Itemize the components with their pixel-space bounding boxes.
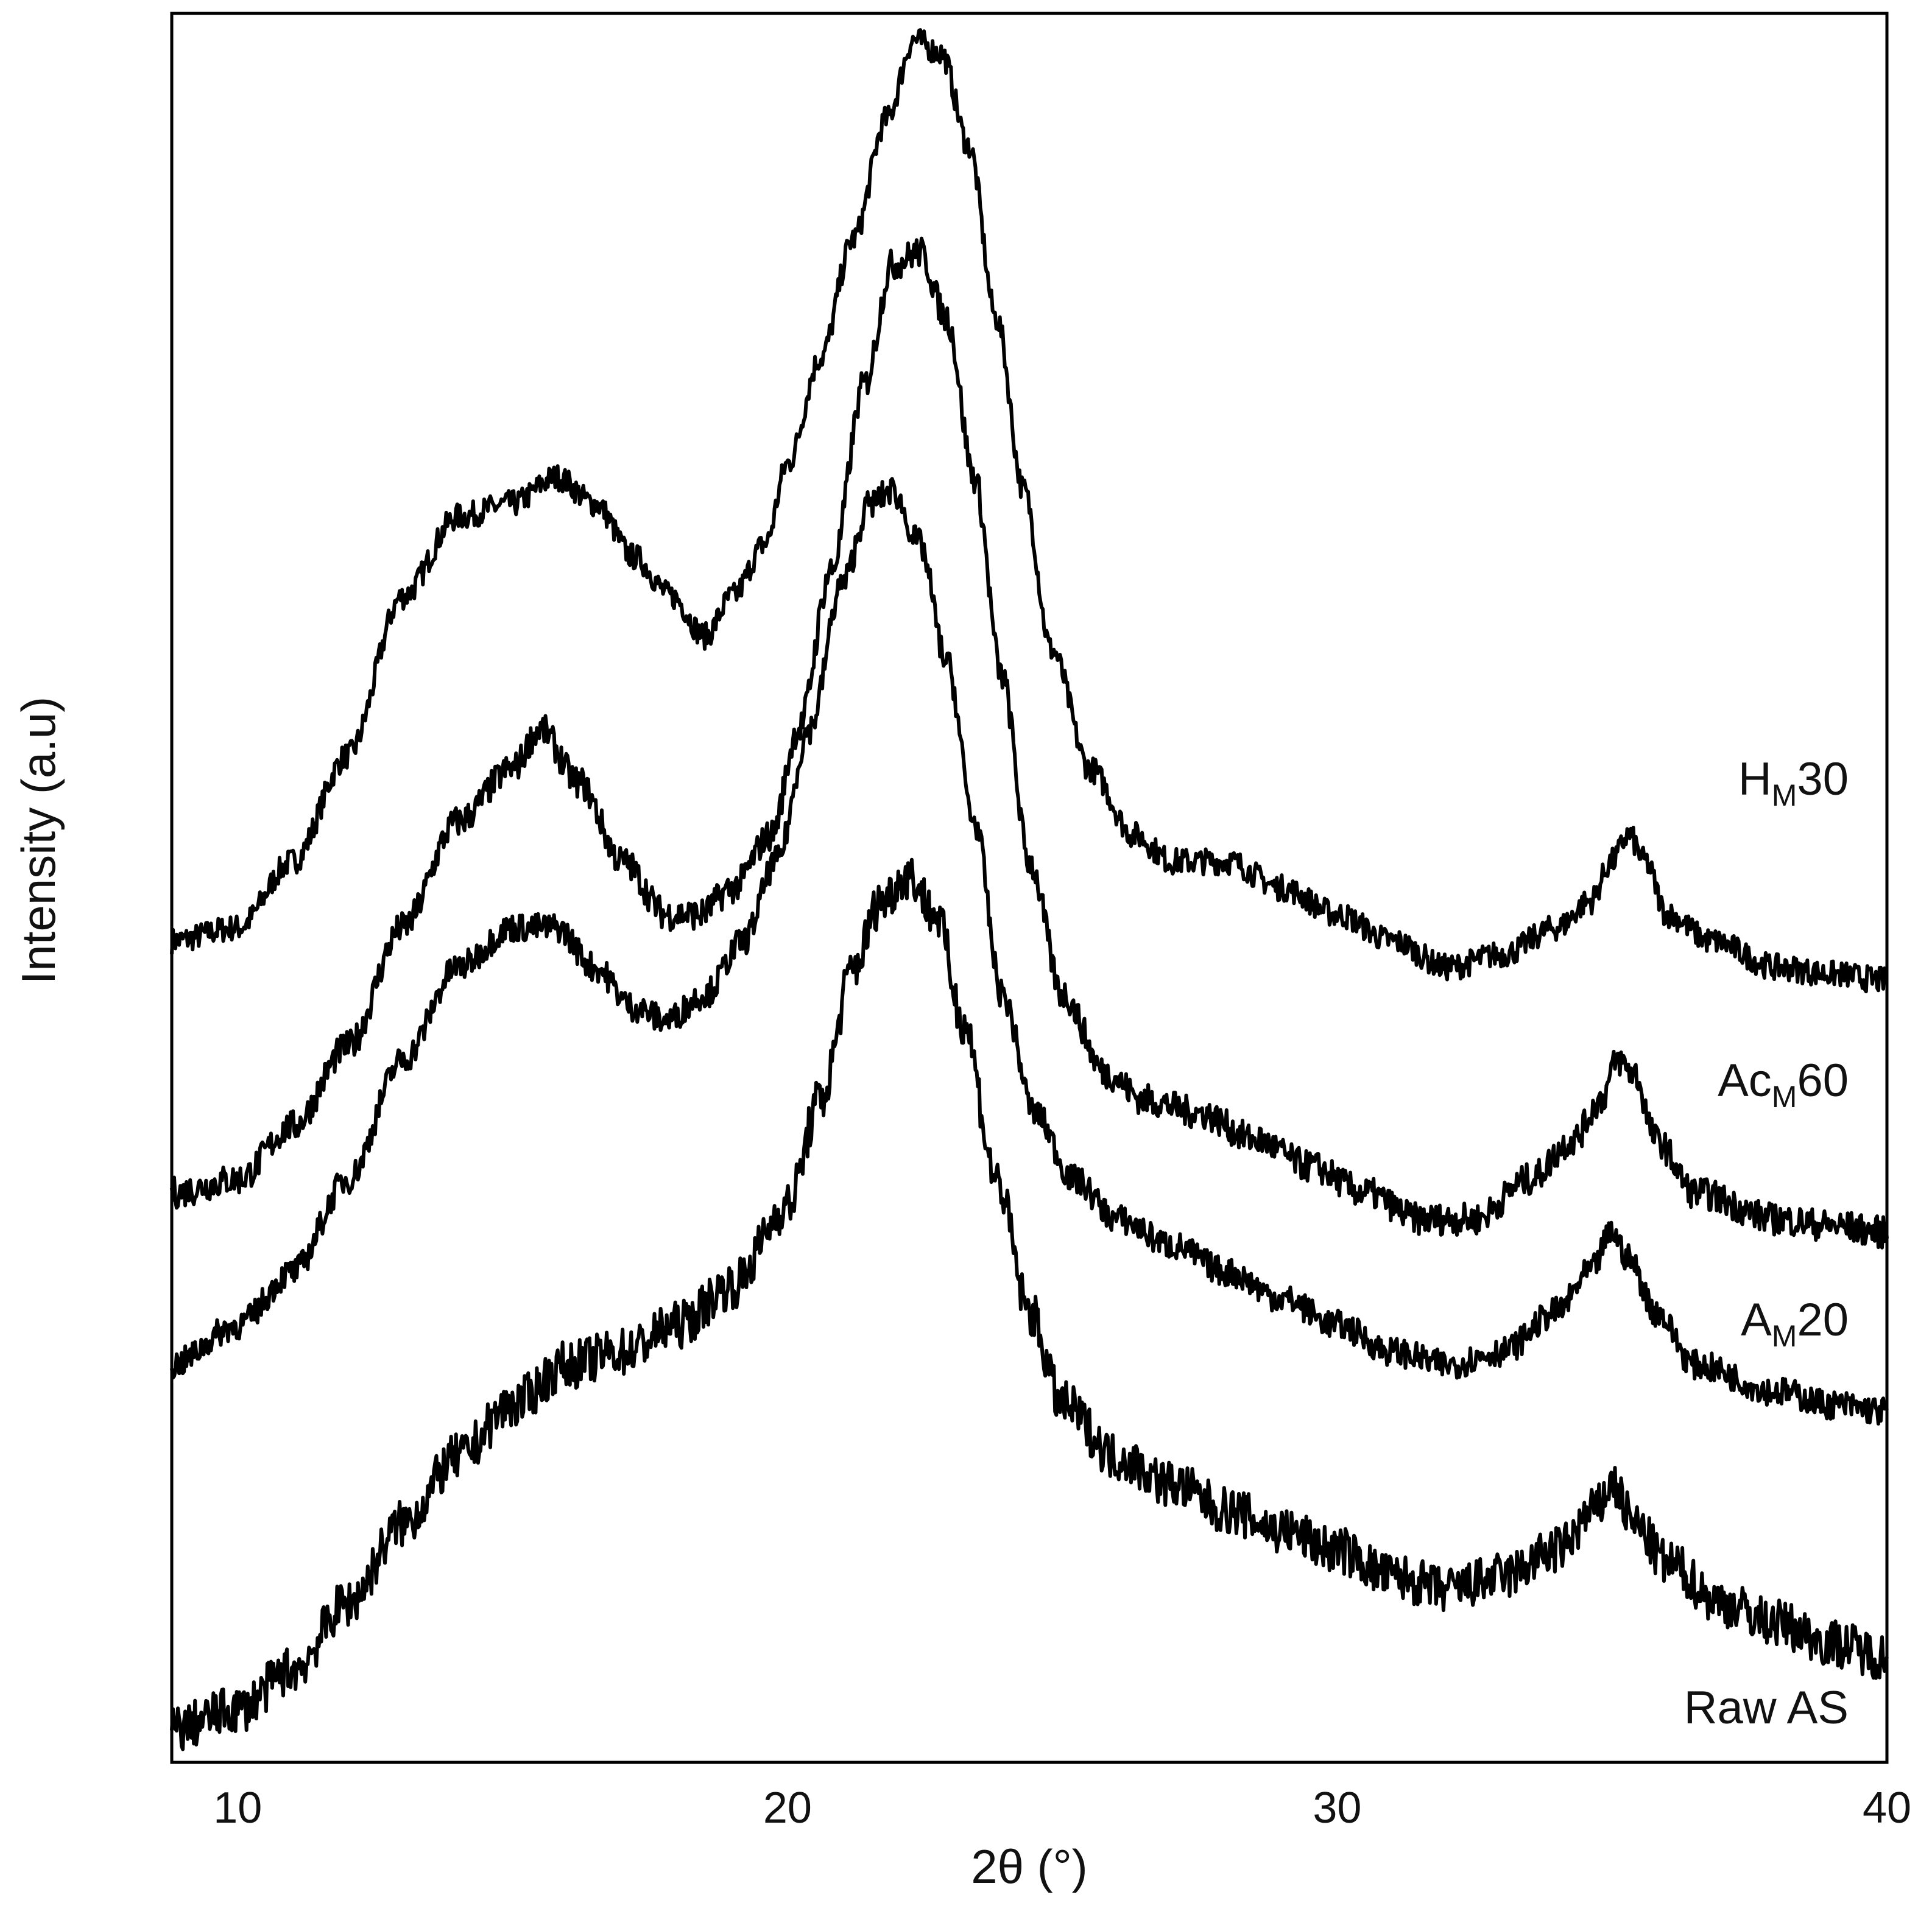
series-label-am20: AM20 [1741,1294,1849,1353]
series-label-acm60: AcM60 [1718,1055,1849,1114]
series-layer [170,28,1889,1751]
series-label-hm30: HM30 [1738,753,1849,812]
x-tick-label-20: 20 [763,1784,812,1832]
x-tick-label-10: 10 [213,1784,262,1832]
series-line-raw-as [170,857,1889,1751]
series-label-raw-as: Raw AS [1684,1682,1849,1734]
series-line-acm60 [170,236,1889,1250]
series-label-layer: HM30 AcM60 AM20 Raw AS [1684,753,1849,1734]
x-tick-label-40: 40 [1863,1784,1911,1832]
plot-frame [170,12,1889,1764]
y-axis-label: Intensity (a.u) [12,697,65,985]
x-axis-label: 2θ (°) [971,1840,1088,1893]
series-line-hm30 [170,28,1888,994]
x-tick-label-30: 30 [1313,1784,1361,1832]
series-line-am20 [170,477,1889,1426]
x-tick-layer: 10 20 30 40 [213,1784,1911,1832]
